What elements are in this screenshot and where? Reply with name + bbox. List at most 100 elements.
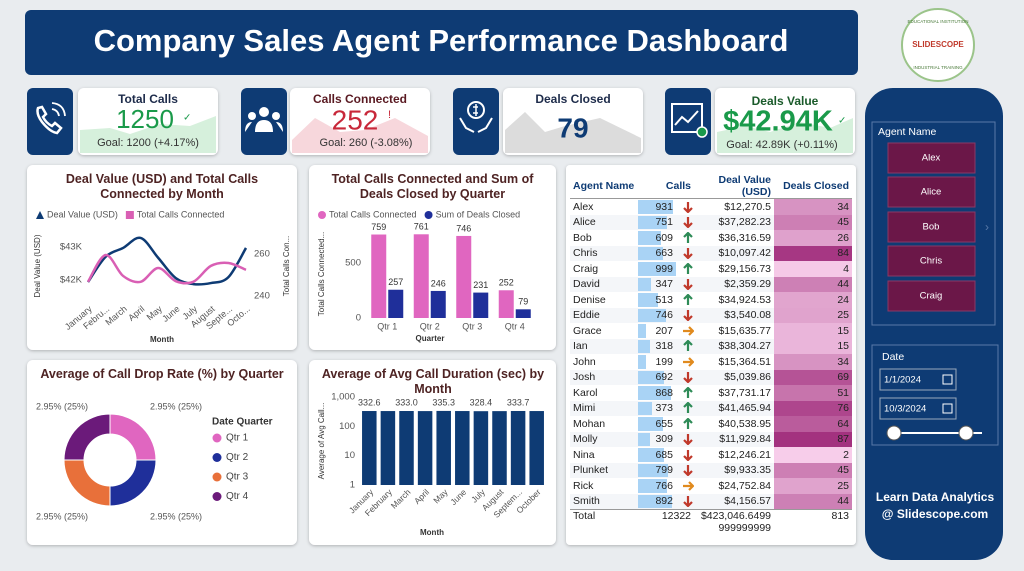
trend-icon: [683, 481, 695, 491]
agent-option[interactable]: [887, 142, 976, 174]
agent-option[interactable]: [887, 211, 976, 243]
agent-slicer: [871, 121, 996, 326]
calls-value: 766: [655, 479, 673, 492]
bar: [492, 411, 507, 485]
deals-closed: 15: [774, 338, 853, 354]
slicer-title: Date: [882, 351, 904, 363]
trend-arrow: [683, 496, 693, 508]
trend-arrow: [683, 449, 693, 462]
agent-name: Bob: [573, 231, 592, 244]
calls-cell: 309: [638, 432, 676, 448]
trend-arrow: [683, 386, 693, 398]
trend-cell: [676, 261, 694, 277]
bar: [388, 289, 404, 318]
date-to: 10/3/2024: [884, 404, 926, 415]
x-axis-title: Month: [150, 335, 174, 344]
agent-name: David: [573, 278, 600, 291]
agent-option[interactable]: [887, 176, 976, 208]
kpi-goal: Goal: 260 (-3.08%): [320, 137, 413, 149]
calls-bar: [638, 401, 653, 415]
trend-cell: [676, 401, 694, 417]
calls-bar: [638, 463, 669, 477]
trend-icon: [683, 326, 695, 336]
calls-bar: [638, 417, 663, 431]
calls-value: 207: [655, 324, 673, 337]
trend-arrow: [683, 372, 693, 384]
data-label: 257: [388, 277, 403, 287]
trend-cell: [676, 478, 695, 494]
deal-value: $37,282.23: [718, 216, 772, 229]
calls-value: 513: [655, 293, 673, 306]
x-tick-label: Qtr 2: [420, 321, 440, 331]
kpi-value: $42.94K: [723, 106, 833, 138]
table-row: Plunket 799 $9,933.35 45: [570, 462, 853, 479]
y-tick-label: 240: [254, 290, 270, 301]
date-input[interactable]: [879, 397, 957, 420]
agent-name: John: [573, 355, 596, 368]
calls-bar: [638, 200, 674, 214]
agent-name: Josh: [573, 371, 596, 384]
trend-icon: [683, 401, 693, 414]
line-series: [86, 236, 248, 286]
trend-cell: [676, 354, 695, 370]
total-row: Total 12322 $423,046.6499999999999 813: [570, 509, 853, 534]
agent-option[interactable]: [887, 280, 976, 312]
deals-closed: 24: [774, 292, 853, 308]
trend-icon: [683, 293, 693, 305]
column-header: Deals Closed: [774, 174, 853, 199]
agent-name: Ian: [573, 340, 588, 353]
deal-value: $12,270.5: [724, 200, 772, 213]
legend-label: Qtr 1: [226, 433, 249, 444]
bar: [380, 411, 396, 485]
trend-icon: [683, 248, 693, 260]
date-input[interactable]: [879, 368, 957, 391]
agent-option[interactable]: [887, 245, 976, 277]
bar: [436, 410, 451, 485]
agent-name: Rick: [573, 479, 594, 492]
trend-cell: [676, 277, 694, 293]
agent-name: Plunket: [573, 464, 609, 477]
deal-value: $3,540.08: [724, 309, 772, 322]
legend-label: Deal Value (USD): [47, 209, 118, 219]
table-row: Eddie 746 $3,540.08 25: [570, 307, 853, 323]
calls-cell: 207: [638, 323, 676, 339]
calls-value: 931: [655, 200, 673, 213]
calls-cell: 868: [638, 385, 676, 401]
legend-label: Total Calls Connected: [329, 209, 417, 219]
kpi-value: 79: [557, 112, 588, 143]
slider-handle[interactable]: [886, 425, 902, 441]
y-tick-label: $43K: [60, 241, 83, 252]
trend-cell: [676, 215, 694, 231]
trend-icon: [683, 339, 693, 352]
y-tick-label: $42K: [60, 275, 83, 286]
bar: [371, 234, 387, 318]
trend-cell: [676, 463, 694, 479]
trend-cell: [676, 447, 694, 463]
calls-value: 309: [655, 433, 673, 446]
slider-handle[interactable]: [958, 425, 974, 441]
bar: [498, 290, 514, 318]
legend-label: Qtr 2: [226, 452, 249, 463]
trend-icon: [683, 201, 693, 214]
scroll-hint: ›: [985, 220, 989, 234]
data-label: 746: [456, 223, 471, 233]
x-axis-title: Month: [420, 528, 444, 537]
legend-marker: [125, 211, 134, 219]
trend-arrow: [683, 417, 693, 429]
trend-icon: [683, 465, 693, 477]
kpi-status: ✓: [183, 113, 191, 124]
bar: [529, 411, 544, 485]
bar: [413, 234, 429, 318]
trend-icon: [683, 231, 693, 243]
agent-name: Grace: [573, 324, 602, 337]
calls-bar: [638, 494, 672, 508]
dashboard-title: Company Sales Agent Performance Dashboar…: [94, 23, 789, 58]
x-tick-label: Qtr 1: [377, 321, 397, 331]
data-label: 335.3: [432, 397, 455, 407]
kpi-status: ✓: [838, 116, 846, 127]
table-row: Rick 766 $24,752.84 25: [570, 478, 853, 494]
bar: [362, 411, 377, 485]
calls-cell: 751: [638, 215, 676, 231]
calls-bar: [638, 246, 664, 260]
trend-cell: [676, 339, 694, 355]
